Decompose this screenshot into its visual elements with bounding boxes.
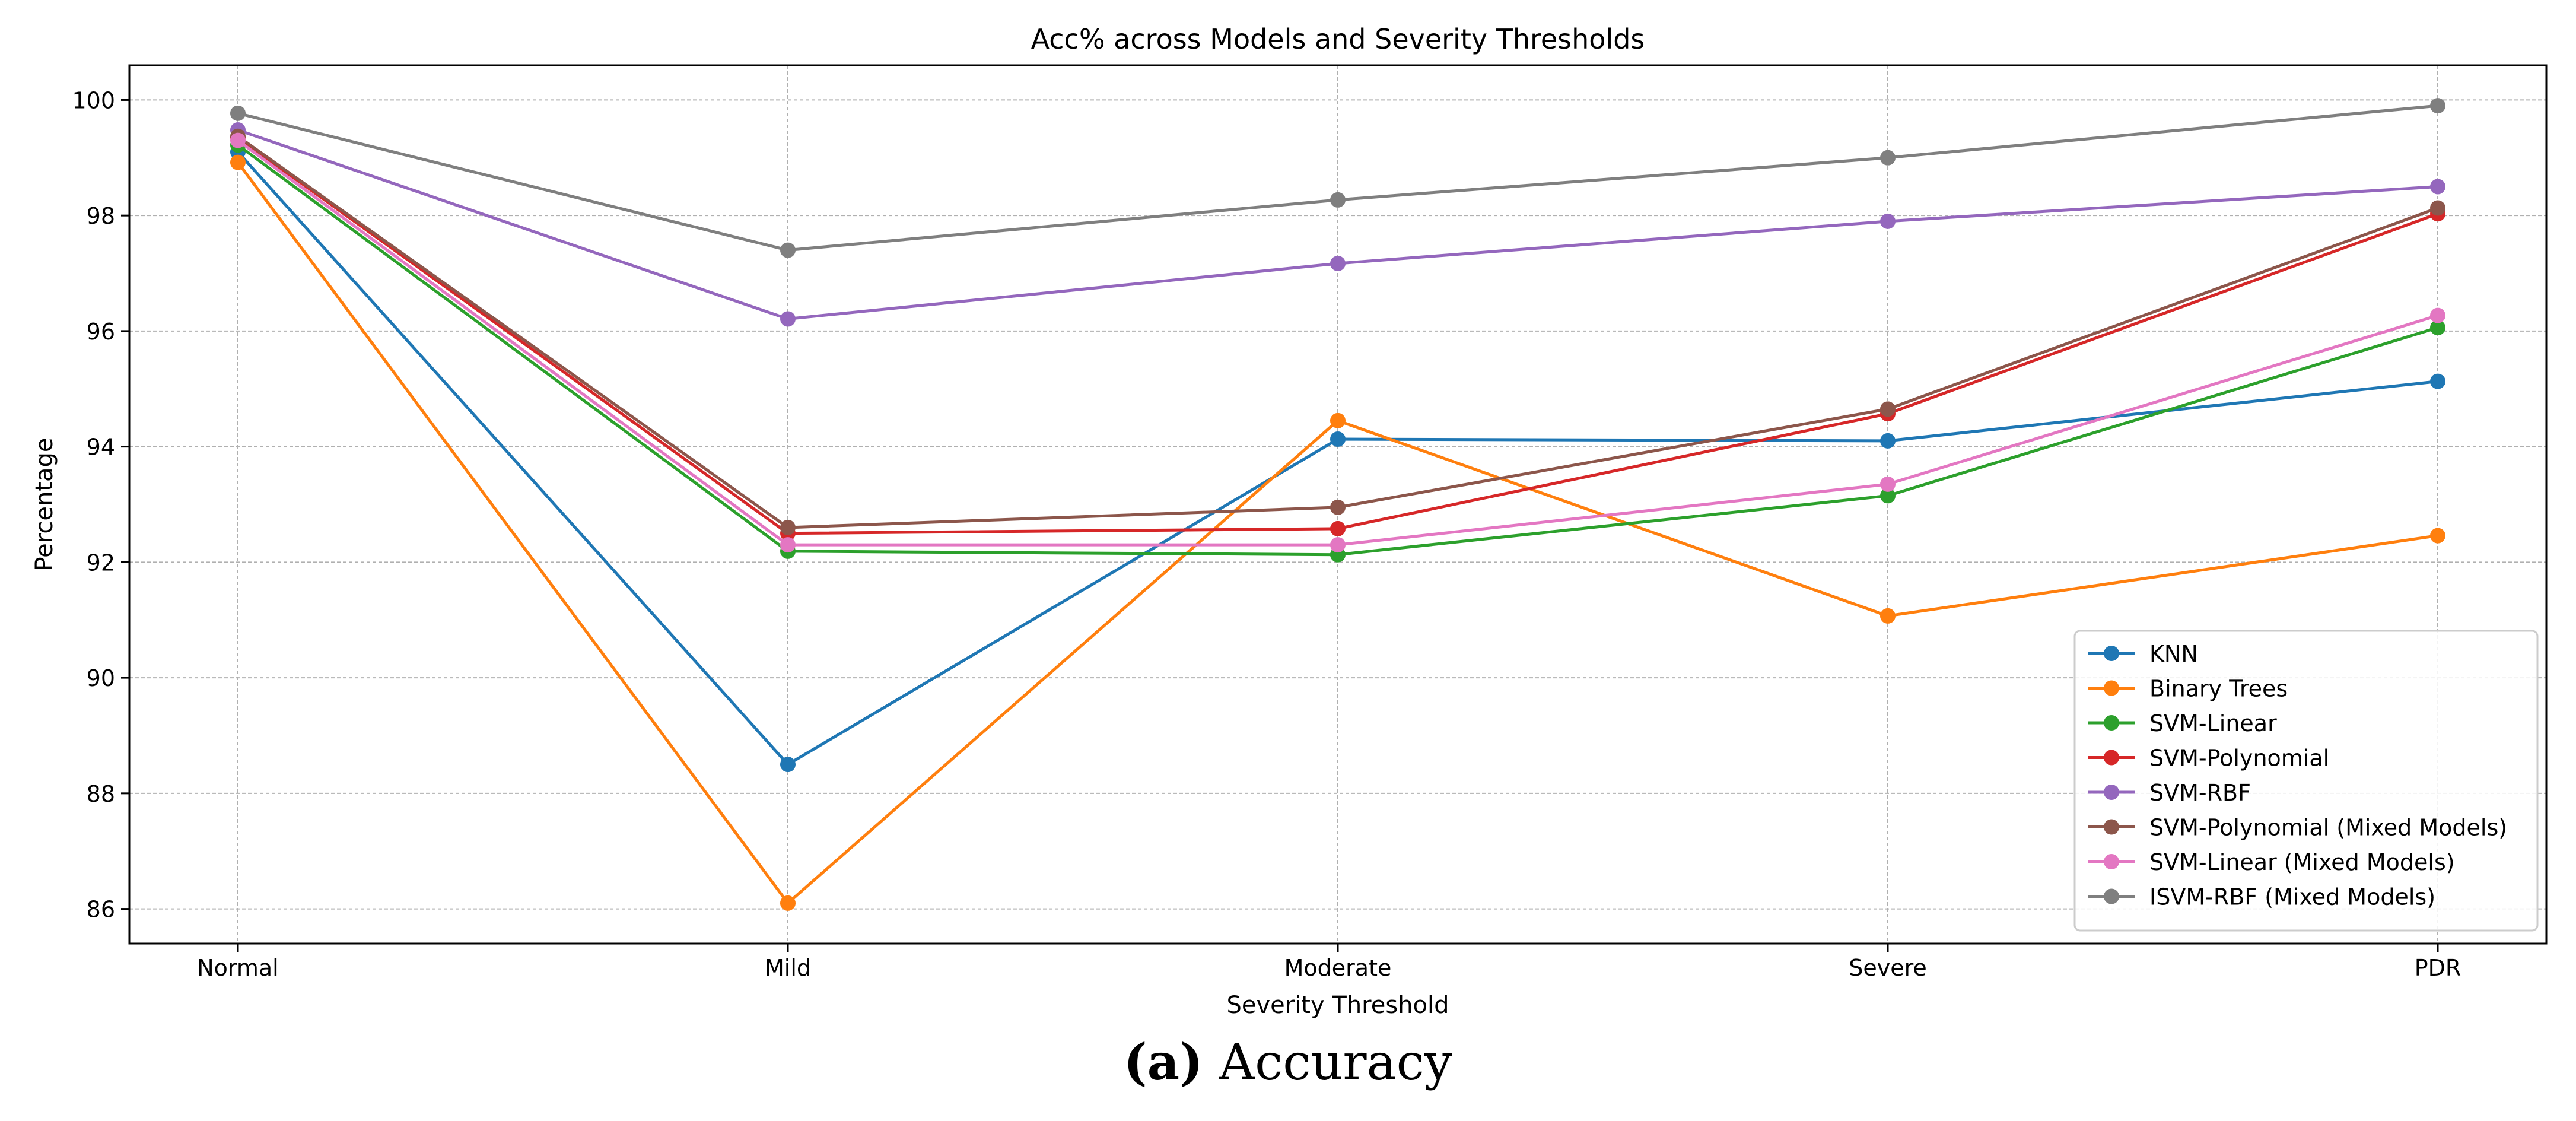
legend-label-binary-trees: Binary Trees — [2149, 676, 2288, 702]
point-svm-polynomial-mixed-models-moderate — [1330, 499, 1346, 515]
x-axis-label: Severity Threshold — [1226, 992, 1449, 1019]
legend-box — [2073, 630, 2539, 932]
point-isvm-rbf-mixed-models-moderate — [1330, 192, 1346, 208]
point-svm-polynomial-moderate — [1330, 520, 1346, 536]
x-tick-label-normal: Normal — [197, 955, 279, 981]
x-axis-ticks: Normal Mild Moderate Severe PDR — [197, 944, 2461, 981]
x-tick-label-severe: Severe — [1849, 955, 1927, 981]
y-tick-label: 86 — [87, 897, 115, 923]
legend-label-knn: KNN — [2149, 641, 2198, 667]
point-isvm-rbf-mixed-models-pdr — [2430, 98, 2445, 114]
legend-label-svm-linear-mixed-models: SVM-Linear (Mixed Models) — [2149, 849, 2455, 875]
y-tick-label: 88 — [87, 781, 115, 807]
point-svm-rbf-severe — [1880, 213, 1896, 229]
legend-label-isvm-rbf-mixed-models: ISVM-RBF (Mixed Models) — [2149, 884, 2435, 910]
point-isvm-rbf-mixed-models-mild — [780, 242, 796, 258]
point-svm-linear-pdr — [2430, 320, 2445, 336]
legend-marker-binary-trees — [2104, 680, 2119, 696]
legend: KNN Binary Trees SVM-Linear SVM-Polynomial S… — [2073, 630, 2539, 932]
point-svm-polynomial-mixed-models-mild — [780, 519, 796, 535]
legend-label-svm-linear: SVM-Linear — [2149, 710, 2277, 736]
legend-marker-svm-rbf — [2104, 785, 2119, 800]
point-svm-polynomial-mixed-models-severe — [1880, 401, 1896, 417]
point-knn-mild — [780, 757, 796, 773]
point-svm-linear-mixed-models-severe — [1880, 476, 1896, 492]
point-binary-trees-moderate — [1330, 412, 1346, 428]
x-tick-label-mild: Mild — [765, 955, 811, 981]
point-svm-linear-severe — [1880, 488, 1896, 504]
point-knn-severe — [1880, 433, 1896, 449]
y-tick-label: 100 — [72, 87, 115, 113]
point-svm-linear-mixed-models-moderate — [1330, 537, 1346, 553]
caption-label: (a) — [1123, 1033, 1203, 1091]
point-svm-polynomial-mixed-models-pdr — [2430, 200, 2445, 216]
point-knn-pdr — [2430, 373, 2445, 389]
point-isvm-rbf-mixed-models-severe — [1880, 150, 1896, 166]
legend-label-svm-rbf: SVM-RBF — [2149, 780, 2251, 806]
y-axis-ticks: 86 88 90 92 94 96 98 100 — [72, 87, 129, 923]
point-svm-rbf-pdr — [2430, 179, 2445, 195]
caption-text: Accuracy — [1219, 1033, 1453, 1091]
y-tick-label: 98 — [87, 203, 115, 229]
figure-caption: (a) Accuracy — [0, 1033, 2576, 1091]
y-tick-label: 96 — [87, 319, 115, 345]
legend-marker-knn — [2104, 646, 2119, 661]
point-svm-linear-mixed-models-mild — [780, 537, 796, 553]
x-tick-label-pdr: PDR — [2415, 955, 2461, 981]
y-axis-label: Percentage — [31, 437, 58, 571]
point-isvm-rbf-mixed-models-normal — [230, 105, 246, 121]
legend-marker-svm-polynomial — [2104, 750, 2119, 766]
point-svm-rbf-mild — [780, 311, 796, 327]
series-lines — [230, 98, 2445, 911]
x-tick-label-moderate: Moderate — [1284, 955, 1392, 981]
point-binary-trees-normal — [230, 154, 246, 170]
legend-marker-isvm-rbf-mixed-models — [2104, 888, 2119, 904]
y-tick-label: 94 — [87, 434, 115, 461]
point-svm-rbf-moderate — [1330, 255, 1346, 271]
y-tick-label: 92 — [87, 550, 115, 576]
point-knn-moderate — [1330, 431, 1346, 447]
series-line-svm-rbf — [237, 128, 2438, 320]
legend-label-svm-polynomial-mixed-models: SVM-Polynomial (Mixed Models) — [2149, 815, 2507, 841]
point-binary-trees-pdr — [2430, 528, 2445, 544]
point-binary-trees-severe — [1880, 608, 1896, 624]
point-binary-trees-mild — [780, 895, 796, 911]
plot-frame — [128, 64, 2548, 945]
legend-marker-svm-linear-mixed-models — [2104, 854, 2119, 869]
legend-marker-svm-polynomial-mixed-models — [2104, 819, 2119, 835]
y-tick-label: 90 — [87, 665, 115, 691]
point-svm-linear-mixed-models-pdr — [2430, 307, 2445, 323]
legend-label-svm-polynomial: SVM-Polynomial — [2149, 745, 2329, 771]
chart-title: Acc% across Models and Severity Threshol… — [1031, 23, 1645, 55]
legend-marker-svm-linear — [2104, 715, 2119, 731]
point-svm-linear-mixed-models-normal — [230, 132, 246, 148]
